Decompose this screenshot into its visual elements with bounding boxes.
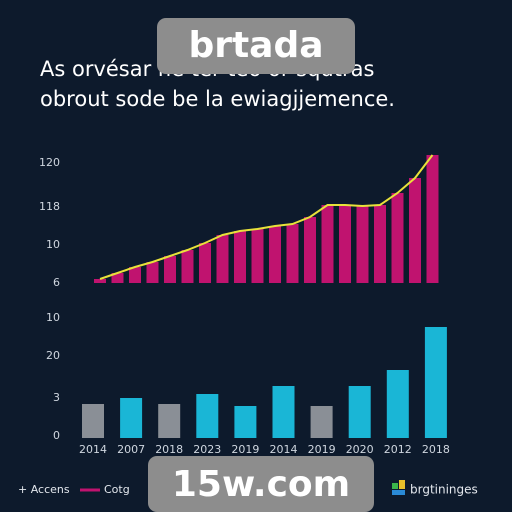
bar	[269, 226, 281, 283]
bar	[426, 155, 439, 283]
bar	[181, 250, 194, 283]
watermark-box	[148, 456, 374, 512]
bar	[321, 205, 334, 283]
bar	[356, 206, 369, 283]
chart-subtitle: obrout sode be la ewiagjjemence.	[40, 87, 395, 111]
icon-part	[392, 490, 405, 495]
bar	[196, 394, 219, 438]
bar	[234, 231, 246, 283]
y-tick-label: 6	[53, 276, 60, 289]
y-tick-label: 118	[39, 200, 60, 213]
y-tick-label: 20	[46, 349, 60, 362]
x-tick-label: 2007	[117, 443, 145, 456]
x-tick-label: 2012	[384, 443, 412, 456]
bar	[424, 327, 447, 438]
y-tick-label: 120	[39, 156, 60, 169]
bar	[339, 205, 351, 283]
icon-part	[392, 483, 398, 489]
bar	[199, 243, 211, 283]
y-tick-label: 0	[53, 429, 60, 442]
y-tick-label: 10	[46, 311, 60, 324]
x-tick-label: 2019	[231, 443, 259, 456]
icon-part	[399, 480, 405, 489]
x-tick-label: 2019	[308, 443, 336, 456]
bar	[158, 404, 181, 438]
bar	[82, 404, 104, 438]
bar	[251, 229, 264, 283]
bar	[386, 370, 409, 438]
bar	[272, 386, 295, 438]
bar	[94, 279, 106, 283]
bar	[234, 406, 257, 438]
bar	[120, 398, 143, 438]
x-tick-label: 2014	[270, 443, 298, 456]
bar	[146, 262, 159, 283]
badge: brtada	[188, 25, 323, 66]
x-tick-label: 2018	[155, 443, 183, 456]
trend-line	[99, 154, 434, 280]
bar	[129, 267, 141, 283]
bar	[111, 273, 124, 283]
x-tick-label: 2018	[422, 443, 450, 456]
bar	[164, 256, 176, 283]
bar	[348, 386, 371, 438]
legend-entry: Cotg	[104, 483, 130, 496]
bar	[286, 224, 299, 283]
legend-entry: brgtininges	[410, 483, 478, 497]
bar	[374, 205, 386, 283]
y-tick-label: 3	[53, 391, 60, 404]
bar	[216, 235, 229, 283]
bar	[391, 193, 404, 283]
legend-entry: + Accens	[18, 483, 70, 496]
y-tick-label: 10	[46, 238, 60, 251]
bar	[304, 217, 316, 283]
bar	[409, 178, 421, 283]
x-tick-label: 2023	[193, 443, 221, 456]
x-tick-label: 2020	[346, 443, 374, 456]
x-tick-label: 2014	[79, 443, 107, 456]
watermark: 15w.com	[172, 464, 350, 505]
legend-icon	[392, 480, 405, 495]
badge-box	[157, 18, 355, 74]
bar	[310, 406, 333, 438]
